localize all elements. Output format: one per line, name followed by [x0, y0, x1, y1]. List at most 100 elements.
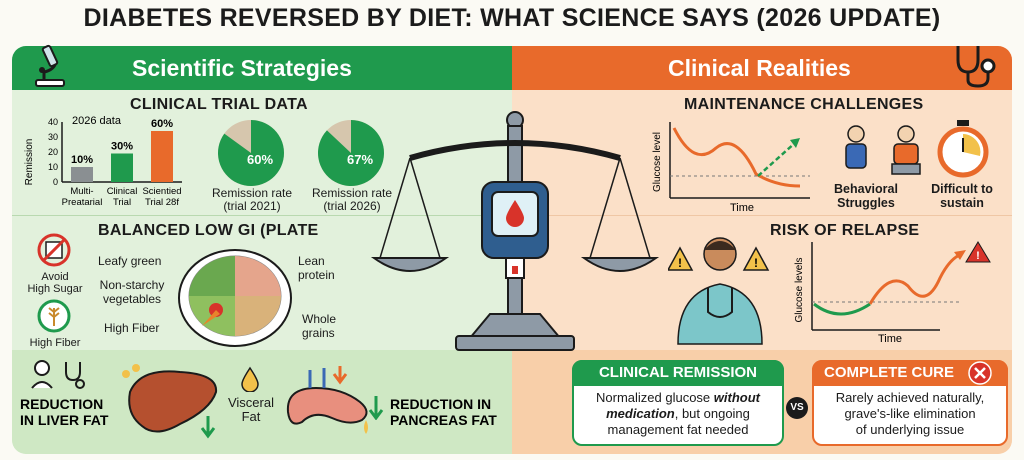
stethoscope-icon	[956, 46, 996, 88]
doctor-illustration: ! !	[668, 237, 770, 345]
pancreas-icon	[286, 366, 368, 434]
remission-line-1: Normalized glucose without	[596, 390, 760, 405]
relapse-stable-line	[813, 302, 871, 316]
grains-label-1: Whole	[302, 312, 337, 326]
behavioral-label-2: Struggles	[837, 196, 895, 210]
avoid-label-2: High Sugar	[27, 283, 83, 295]
svg-text:!: !	[754, 256, 758, 270]
down-arrow-icon-2	[368, 396, 384, 420]
bar-value-label: 30%	[111, 141, 133, 153]
stopwatch-icon	[937, 120, 989, 178]
high-fiber-icon	[37, 299, 71, 333]
behavioral-struggles-icon	[845, 125, 921, 175]
pie-trial-2021: 60%	[218, 120, 284, 186]
pie1-remission-slice	[218, 120, 284, 186]
protein-label-1: Lean	[298, 254, 325, 268]
right-divider-1	[512, 215, 1012, 216]
bar-category-label: Preatarial	[62, 197, 103, 208]
protein-label-2: protein	[298, 268, 335, 282]
pie1-caption-2: (trial 2021)	[223, 199, 281, 213]
clinical-remission-title: CLINICAL REMISSION	[572, 360, 784, 386]
grains-label-2: grains	[302, 326, 335, 340]
right-header-title: Clinical Realities	[668, 55, 851, 81]
left-bottom-band	[12, 350, 512, 454]
bar-category-label: Multi-	[70, 186, 93, 197]
pie2-remission-slice	[318, 120, 384, 186]
bar-value-label: 60%	[151, 118, 173, 130]
bar-value-label: 10%	[71, 154, 93, 166]
fat-drop-icon	[241, 366, 259, 392]
balanced-plate-illustration	[178, 249, 292, 347]
bar	[111, 153, 133, 182]
maintenance-rebound-arrow	[757, 141, 797, 177]
pie2-caption-1: Remission rate	[311, 186, 393, 200]
maintenance-heading: MAINTENANCE CHALLENGES	[684, 96, 924, 113]
maintenance-xlabel: Time	[730, 202, 754, 214]
cure-line-3: of underlying issue	[855, 422, 965, 437]
relapse-xlabel: Time	[878, 333, 902, 345]
bar	[151, 131, 173, 182]
bar-category-label: Clinical	[107, 186, 138, 197]
pie1-caption-1: Remission rate	[211, 186, 293, 200]
year-note: 2026 data	[72, 115, 122, 127]
nonstarchy-label-1: Non-starchy	[99, 278, 165, 292]
liver-icon	[122, 364, 218, 439]
behavioral-label-1: Behavioral	[834, 182, 898, 196]
pie-trial-2026: 67%	[318, 120, 384, 186]
difficult-label-1: Difficult to	[931, 182, 993, 196]
warning-icon-2	[742, 246, 770, 271]
down-arrow-icon	[200, 416, 216, 439]
y-tick-label: 30	[48, 132, 58, 142]
visceral-label-2: Fat	[241, 409, 261, 424]
left-divider-1	[12, 215, 512, 216]
bar-category-label: Trial 28f	[145, 197, 179, 208]
doctor-stethoscope-icon	[31, 360, 85, 389]
warning-icon	[668, 246, 694, 271]
y-tick-label: 10	[48, 162, 58, 172]
relapse-rise-line	[868, 252, 963, 305]
y-tick-label: 40	[48, 117, 58, 127]
bar	[71, 167, 93, 182]
right-header-bar	[512, 46, 1012, 90]
pancreas-reduction-2: PANCREAS FAT	[390, 412, 497, 428]
microscope-icon	[35, 44, 65, 87]
relapse-glucose-chart: Glucose levels ! Time	[794, 241, 991, 345]
pie2-value-label: 67%	[347, 152, 373, 167]
relapse-ylabel: Glucose levels	[794, 257, 805, 322]
pancreas-reduction-1: REDUCTION IN	[390, 396, 492, 412]
bar-category-label: Scientied	[142, 186, 181, 197]
maintenance-ylabel: Glucose level	[652, 132, 663, 192]
cure-line-2: grave's-like elimination	[844, 406, 976, 421]
liver-reduction-1: REDUCTION	[20, 396, 104, 412]
y-tick-label: 20	[48, 147, 58, 157]
high-fiber-label: High Fiber	[29, 337, 81, 349]
carrot-icon	[202, 310, 220, 326]
glucometer-icon	[481, 181, 549, 279]
trial-heading: CLINICAL TRIAL DATA	[130, 96, 308, 113]
no-sugar-icon	[37, 233, 71, 267]
relapse-heading: RISK OF RELAPSE	[770, 222, 920, 239]
pie1-value-label: 60%	[247, 152, 273, 167]
difficult-label-2: sustain	[940, 196, 984, 210]
remission-line-2: medication, but ongoing	[606, 406, 750, 421]
close-x-icon	[968, 361, 992, 385]
svg-text:!: !	[678, 256, 682, 270]
warning-icon-3	[965, 241, 991, 263]
plate-heading: BALANCED LOW GI (PLATE	[98, 222, 319, 239]
maintenance-decline-line	[672, 127, 801, 188]
cure-line-1: Rarely achieved naturally,	[835, 390, 985, 405]
remission-bar-chart: Remission 0 10 20 30 40 2026 data 10% Multi-P…	[24, 115, 182, 208]
left-header-bar	[12, 46, 512, 90]
y-tick-label: 0	[53, 177, 58, 187]
svg-text:!: !	[976, 250, 980, 262]
leafy-green-label: Leafy green	[98, 254, 162, 268]
avoid-label-1: Avoid	[41, 271, 69, 283]
visceral-label-1: Visceral	[227, 395, 274, 410]
left-header-title: Scientific Strategies	[132, 55, 352, 81]
nonstarchy-label-2: vegetables	[102, 292, 162, 306]
remission-line-3: management fat needed	[607, 422, 749, 437]
pie2-caption-2: (trial 2026)	[323, 199, 381, 213]
fiber-label: High Fiber	[104, 321, 160, 335]
liver-reduction-2: IN LIVER FAT	[20, 412, 109, 428]
bar-chart-ylabel: Remission	[24, 139, 35, 186]
